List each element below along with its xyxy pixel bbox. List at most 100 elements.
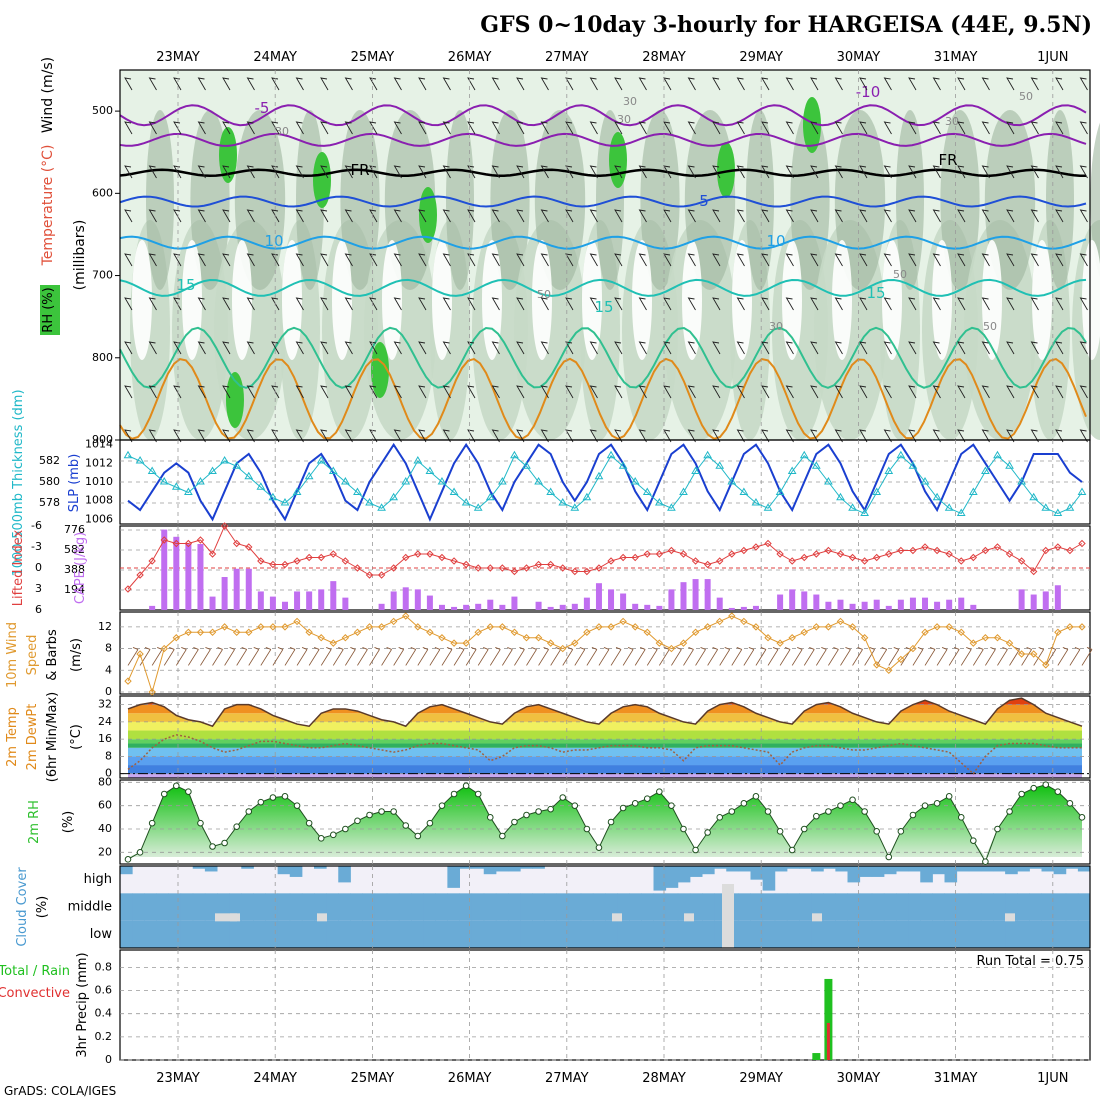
cape-bar (1030, 594, 1037, 610)
cape-bar (909, 597, 916, 610)
cloud-bar-high (1077, 866, 1091, 872)
wind-barb (957, 121, 966, 135)
wind-barb-10m (1021, 647, 1033, 666)
wind-barb (1030, 121, 1039, 135)
wind-speed-point (196, 628, 205, 636)
cloud-bar-low (1077, 920, 1091, 948)
wind-axis-label-1: 10m Wind (5, 622, 20, 688)
cloud-bar-high (908, 866, 921, 872)
date-label-bottom: 29MAY (739, 1071, 783, 1086)
wind-speed-point (885, 666, 893, 674)
chart-title: GFS 0~10day 3-hourly for HARGEISA (44E, … (480, 12, 1092, 38)
wind-barb (1055, 77, 1064, 91)
cloud-bar-middle (204, 893, 218, 921)
cloud-bar-middle (580, 893, 594, 921)
thickness-point (667, 503, 676, 511)
temp-band (128, 721, 1082, 731)
lifted-index-point (643, 550, 651, 558)
cloud-bar-high (968, 866, 982, 872)
wind-speed-point (631, 623, 639, 631)
cloud-bar-middle (120, 893, 133, 921)
cloud-bar-low (883, 920, 897, 948)
wind-barb (908, 77, 917, 91)
precip-legend-convective: Convective (0, 986, 70, 1001)
wind-barb (369, 297, 378, 311)
cloud-bar-high (192, 866, 206, 869)
wind-barb (1006, 253, 1015, 267)
wind-barb (565, 77, 574, 91)
wind-speed-point (438, 634, 446, 642)
cape-bar (632, 603, 639, 610)
rh-contour-shade (790, 110, 830, 290)
wind-speed-point (1017, 650, 1026, 658)
cape-tick: 582 (64, 543, 85, 556)
wind-barb (687, 385, 696, 399)
rh-point (511, 818, 518, 826)
rh-point (643, 795, 651, 802)
wind-barb-10m (803, 647, 815, 666)
wind-barb-10m (876, 647, 888, 666)
cloud-bar-high (714, 866, 727, 869)
lifted-index-point (691, 557, 700, 565)
thickness-point (691, 466, 700, 474)
wind-barb (1055, 297, 1064, 311)
wind-barb-10m (1081, 647, 1093, 666)
lifted-index-point (510, 567, 519, 576)
thickness-point (292, 487, 302, 495)
wind-barb (638, 297, 647, 311)
cloud-bar-middle (762, 893, 776, 921)
temp-band (128, 743, 1082, 748)
temperature-legend-label: Temperature (°C) (40, 145, 56, 267)
cape-bar (752, 605, 759, 610)
cloud-bar-low (350, 920, 363, 948)
thickness-point (244, 471, 254, 480)
wind-speed-point (848, 623, 857, 631)
lifted-index-point (196, 536, 205, 544)
wind-speed-point (414, 623, 422, 631)
thickness-point (884, 466, 894, 474)
isotherm-line (119, 132, 1087, 147)
wind-barb (467, 209, 476, 223)
cape-bar (716, 597, 723, 610)
cloud-bar-low (326, 920, 339, 948)
wind-speed-point (305, 628, 313, 636)
cloud-bar-high (823, 866, 836, 869)
lifted-index-point (957, 557, 965, 565)
thickness-axis-label: 1000-500mb Thickness (dm) (11, 389, 26, 576)
wind-barb (246, 165, 255, 179)
cape-bar (922, 597, 929, 610)
rh-contour-dry (832, 240, 852, 360)
cape-bar (197, 544, 204, 610)
rh-point (414, 832, 422, 840)
wind-barb (589, 297, 598, 311)
wind-speed-point (812, 623, 821, 631)
cloud-bar-middle (665, 893, 679, 921)
rh-point (124, 856, 132, 863)
cloud-bar-middle (277, 893, 291, 921)
cloud-bar-low (908, 920, 921, 948)
cloud-bar-middle (993, 893, 1006, 921)
lifted-index-point (631, 553, 639, 562)
rh-point (1030, 784, 1037, 792)
wind-barb (810, 429, 819, 443)
wind-barb (1055, 253, 1064, 267)
cloud-bar-middle (1041, 893, 1055, 921)
lifted-index-point (148, 557, 156, 565)
rh-point (499, 832, 506, 840)
cloud-bar-low (920, 920, 933, 948)
cloud-bar-low (156, 920, 169, 948)
cloud-bar-high (120, 866, 133, 875)
run-total-label: Run Total = 0.75 (976, 954, 1084, 969)
wind-barb-10m (562, 647, 574, 666)
wind-barb (761, 165, 770, 179)
wind-barb (1030, 209, 1039, 223)
wind-barb (614, 77, 623, 91)
thickness-point (1053, 508, 1063, 516)
thickness-point (908, 461, 918, 469)
lifted-index-point (873, 553, 881, 562)
lifted-index-point (788, 557, 796, 565)
wind-speed-point (957, 628, 965, 636)
lifted-index-point (498, 564, 507, 572)
wind-barb-10m (719, 647, 731, 666)
